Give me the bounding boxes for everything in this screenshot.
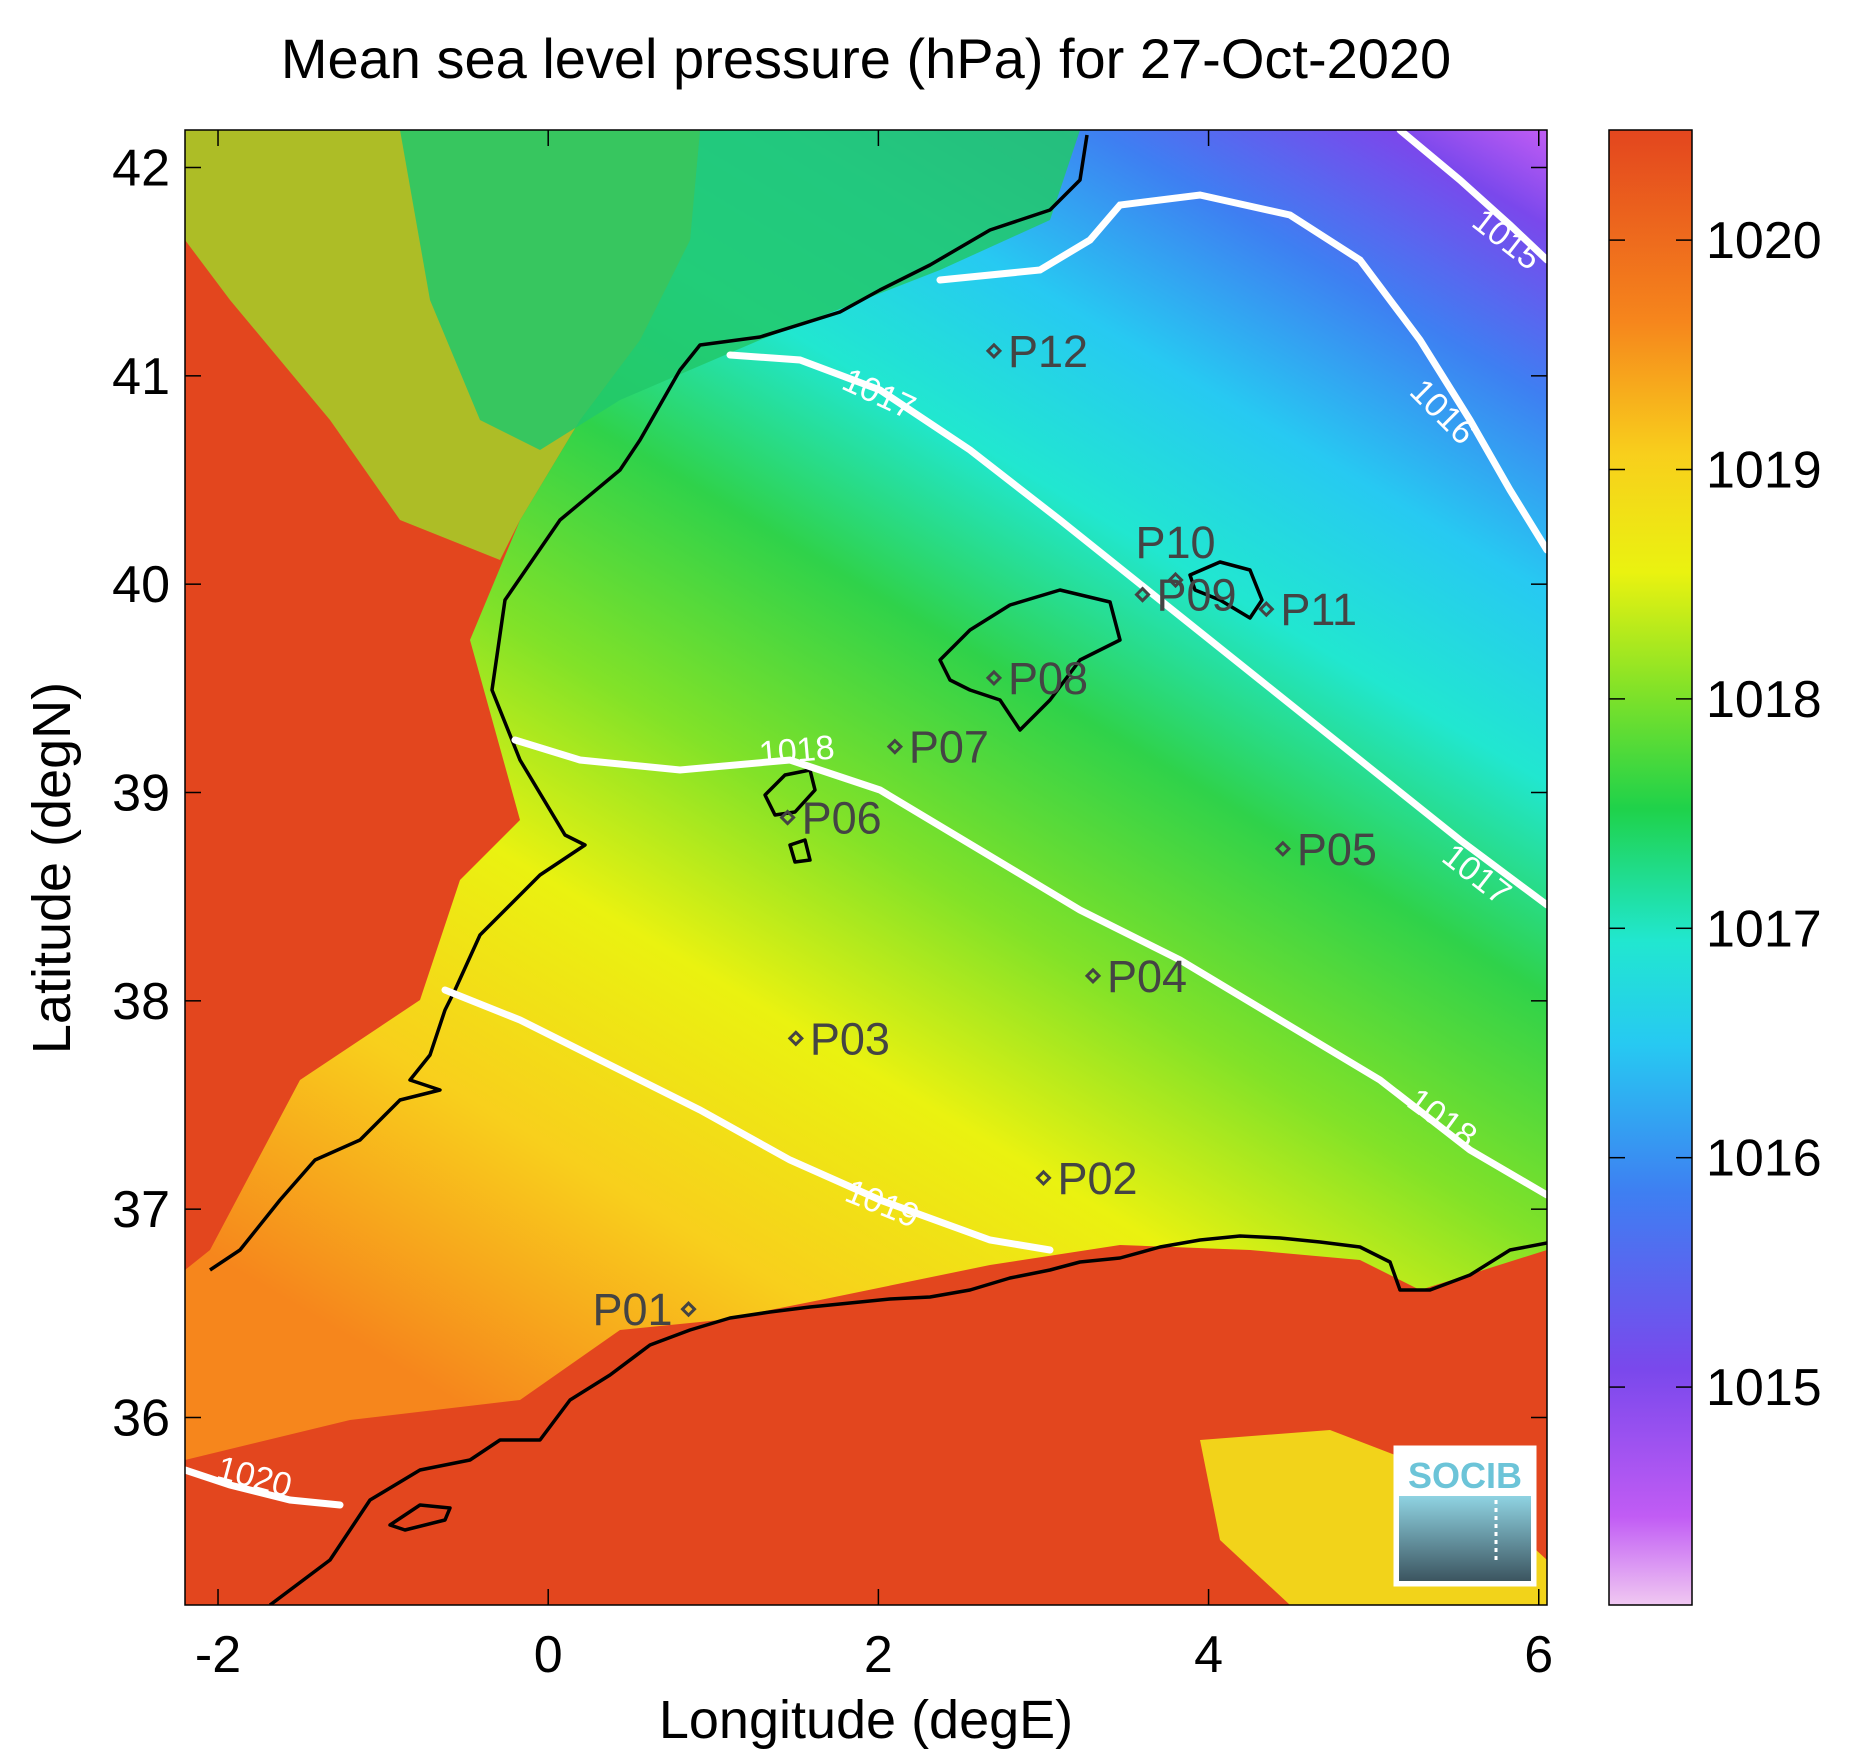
y-tick-label: 36 [112, 1390, 170, 1448]
station-marker-p12 [985, 342, 1003, 359]
station-marker-p05 [1274, 840, 1291, 857]
x-axis-ticks: -2 0 2 4 6 [195, 130, 1553, 1684]
contour-label-1018-west: 1018 [757, 729, 836, 773]
north-africa-coastline [268, 1234, 1547, 1605]
pressure-field [185, 130, 1547, 1605]
station-marker-p09 [1134, 586, 1151, 603]
station-label-p10: P10 [1136, 517, 1216, 568]
colorbar-ticks: 1015 1016 1017 1018 1019 1020 [1609, 212, 1822, 1417]
alboran-island [388, 1503, 452, 1532]
contour-1019 [441, 986, 1054, 1254]
y-tick-label: 37 [112, 1181, 170, 1239]
station-marker-p01 [680, 1301, 697, 1318]
station-label-p08: P08 [1008, 653, 1088, 704]
catalonia-green [400, 130, 1080, 450]
contour-1020 [185, 1466, 344, 1509]
mallorca-coastline [938, 588, 1122, 732]
station-label-p05: P05 [1297, 824, 1377, 875]
colorbar-tick-label: 1018 [1706, 671, 1822, 729]
colorbar-tick-label: 1017 [1706, 900, 1822, 958]
station-marker-p07 [886, 738, 904, 755]
station-label-p07: P07 [909, 722, 989, 773]
north-africa-land [185, 1245, 1547, 1605]
station-marker-p08 [985, 669, 1003, 687]
station-marker-p06 [779, 809, 796, 826]
contour-1015 [1396, 130, 1547, 264]
station-label-p09: P09 [1157, 570, 1237, 621]
y-tick-label: 40 [112, 556, 170, 614]
colorbar-tick-label: 1020 [1706, 212, 1822, 270]
colorbar-scale [1608, 129, 1693, 1606]
colorbar-tick-label: 1015 [1706, 1359, 1822, 1417]
station-label-p06: P06 [802, 793, 882, 844]
formentera-coastline [788, 838, 812, 864]
station-label-p04: P04 [1107, 951, 1187, 1002]
contour-1016 [936, 191, 1547, 554]
contour-lines [185, 130, 1547, 1509]
colorbar: 1015 1016 1017 1018 1019 1020 [1608, 129, 1822, 1606]
x-tick-label: 0 [534, 1626, 563, 1684]
chart-title: Mean sea level pressure (hPa) for 27-Oct… [281, 27, 1451, 90]
station-label-p12: P12 [1008, 326, 1088, 377]
colorbar-tick-label: 1019 [1706, 442, 1822, 500]
y-tick-label: 41 [112, 348, 170, 406]
station-label-p02: P02 [1057, 1153, 1137, 1204]
x-tick-label: 6 [1524, 1626, 1553, 1684]
x-tick-label: 4 [1194, 1626, 1223, 1684]
station-label-p11: P11 [1280, 584, 1357, 635]
station-label-p03: P03 [810, 1013, 890, 1064]
x-tick-label: -2 [195, 1626, 241, 1684]
station-marker-p04 [1084, 967, 1102, 984]
contour-1017 [726, 351, 1547, 909]
station-label-p01: P01 [592, 1284, 672, 1335]
y-axis-label: Latitude (degN) [22, 682, 82, 1054]
plot-frame [184, 129, 1548, 1606]
colorbar-tick-label: 1016 [1706, 1130, 1822, 1188]
x-tick-label: 2 [864, 1626, 893, 1684]
y-tick-label: 38 [112, 973, 170, 1031]
ibiza-coastline [763, 768, 817, 817]
iberian-coastline [209, 134, 1089, 1272]
y-tick-label: 39 [112, 765, 170, 823]
y-axis-ticks: 36 37 38 39 40 41 42 [112, 140, 1547, 1448]
contour-1018 [511, 736, 1547, 1199]
station-marker-p10 [1167, 571, 1184, 589]
station-marker-p02 [1035, 1169, 1052, 1187]
coastlines [209, 134, 1547, 1605]
station-marker-p03 [787, 1030, 804, 1047]
menorca-coastline [1188, 560, 1264, 620]
logo-text: SOCIB [1408, 1455, 1522, 1496]
station-marker-p11 [1258, 601, 1275, 618]
x-axis-label: Longitude (degE) [659, 1690, 1073, 1750]
socib-logo: SOCIB [1393, 1445, 1537, 1587]
y-tick-label: 42 [112, 140, 170, 198]
